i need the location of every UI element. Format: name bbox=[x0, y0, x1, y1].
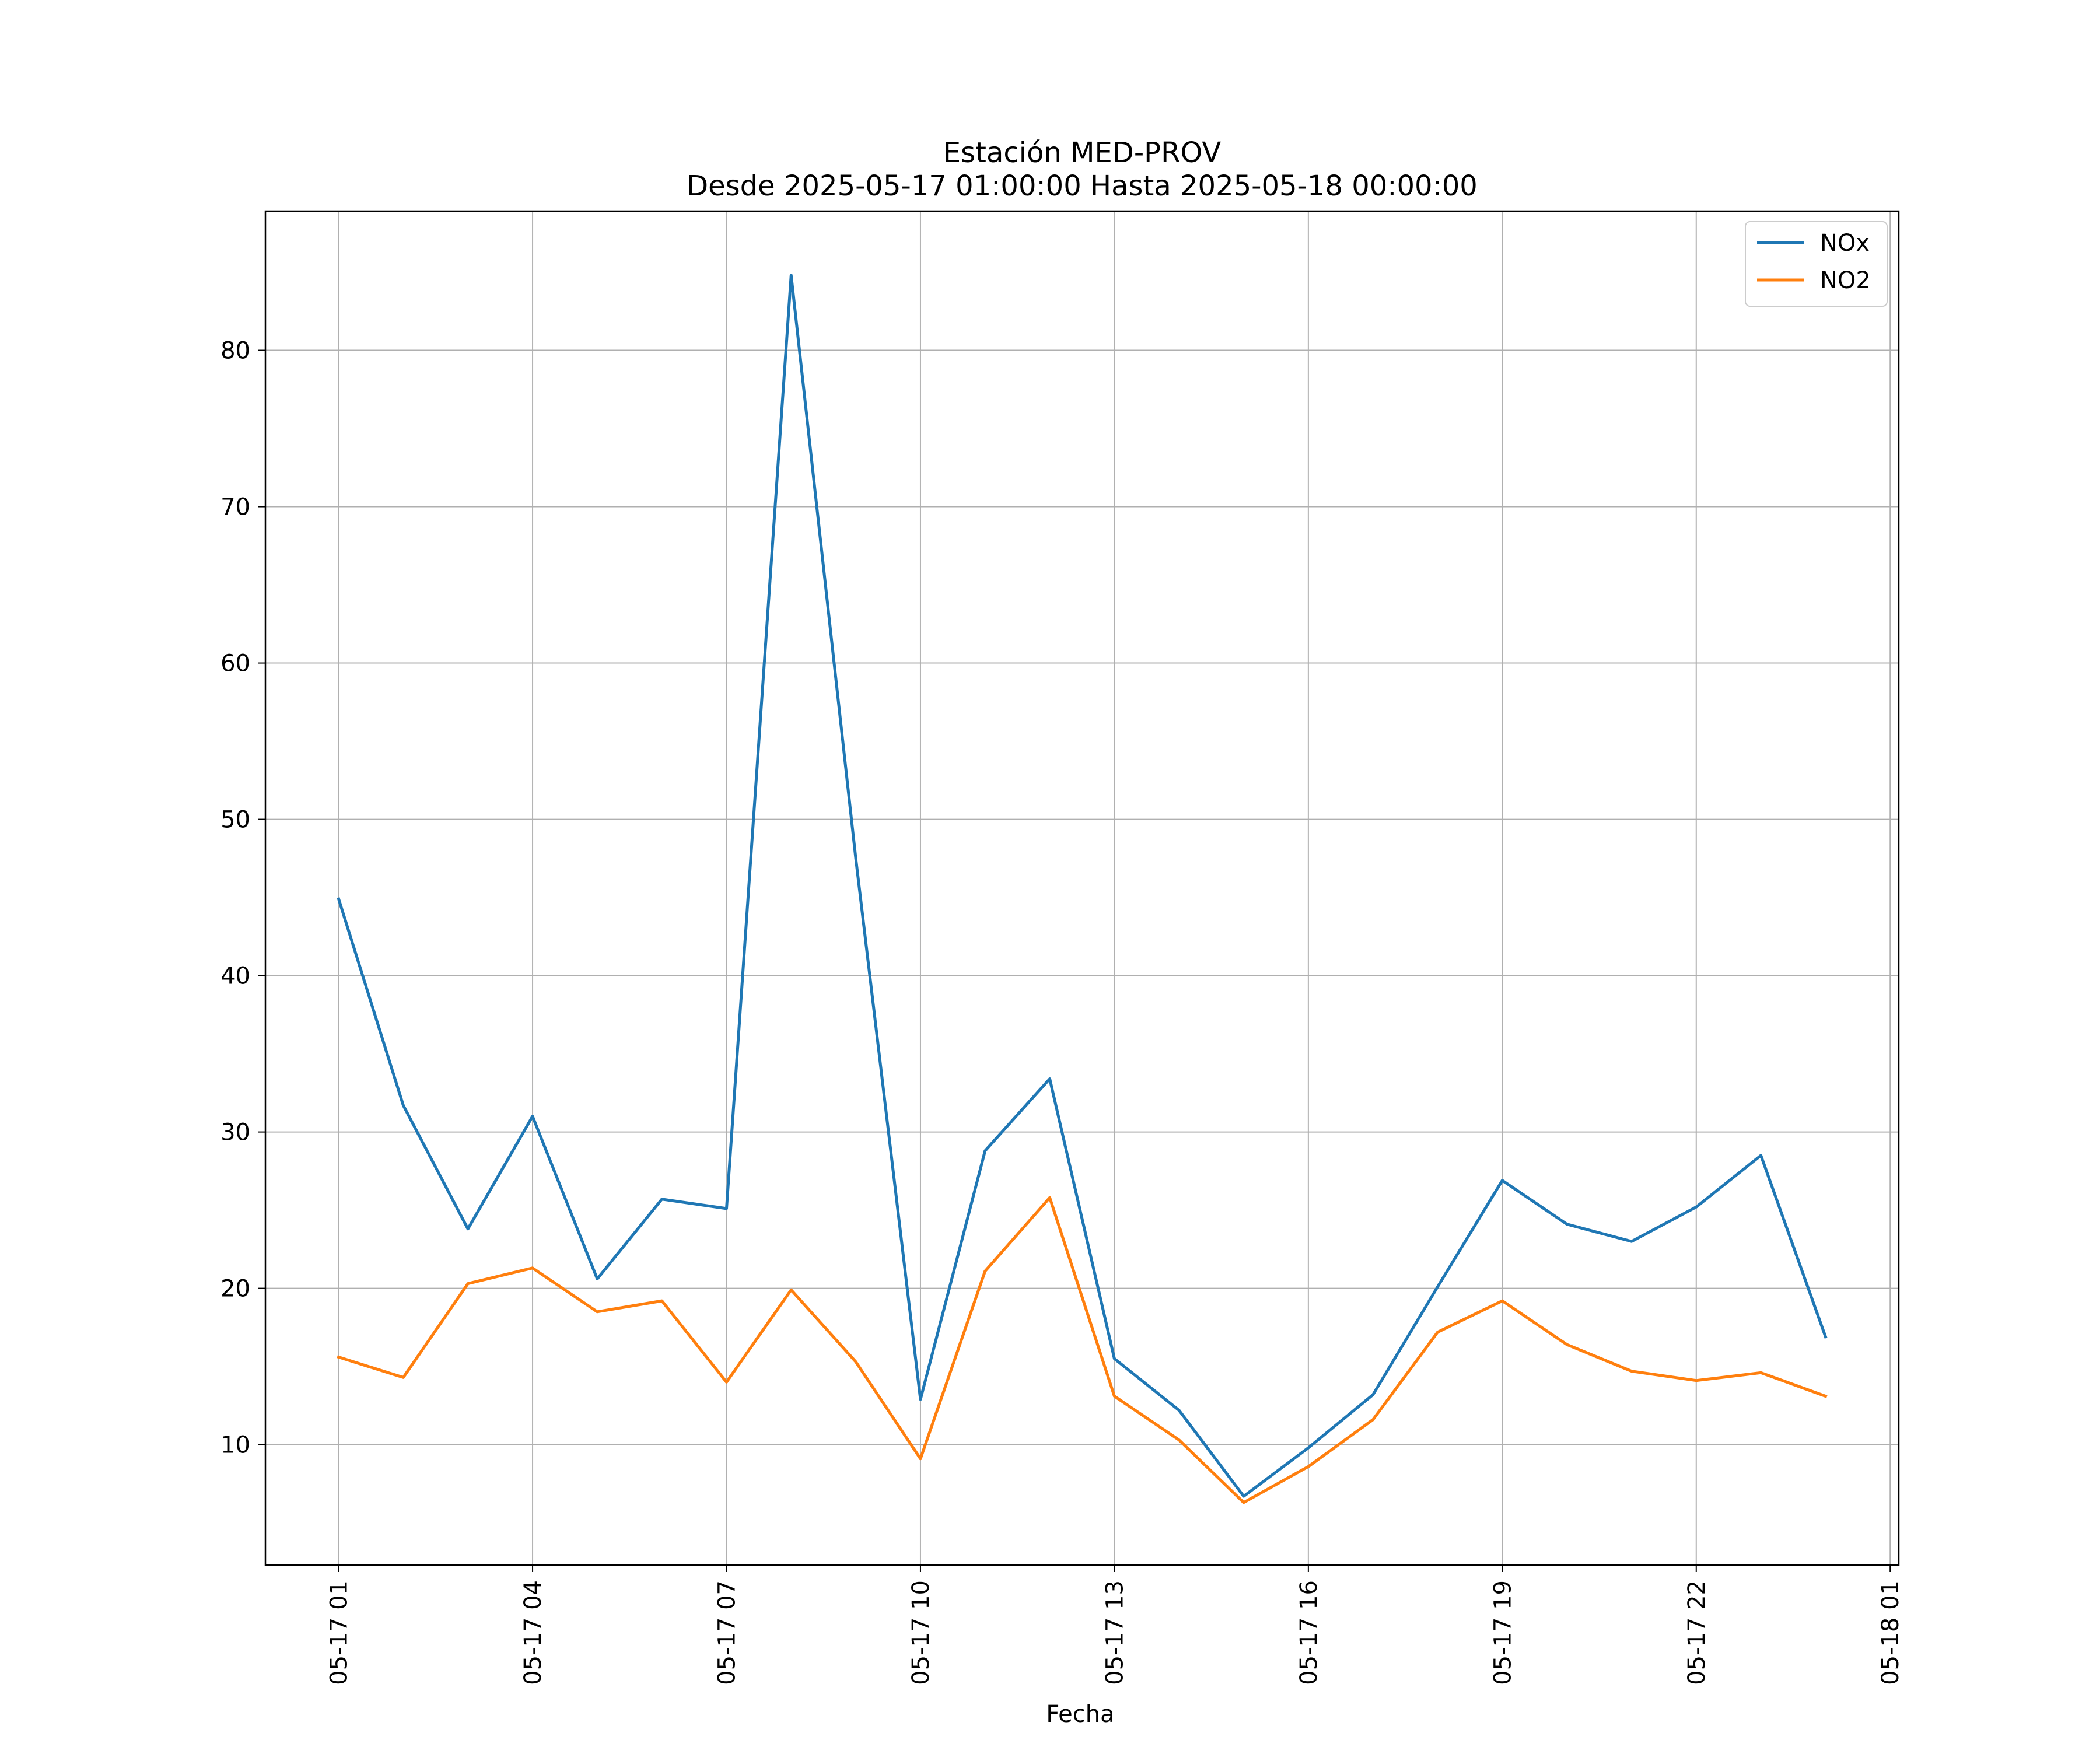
y-tick-label: 10 bbox=[220, 1432, 250, 1459]
y-axis-ticks: 10 20 30 40 50 60 70 80 bbox=[220, 338, 265, 1459]
series-lines bbox=[337, 274, 1828, 1504]
chart-title: Estación MED-PROV bbox=[943, 136, 1222, 169]
y-tick-label: 60 bbox=[220, 650, 250, 677]
y-tick-label: 70 bbox=[220, 494, 250, 521]
x-tick-label: 05-17 19 bbox=[1489, 1580, 1516, 1685]
x-tick-label: 05-17 01 bbox=[326, 1580, 353, 1685]
x-tick-label: 05-17 04 bbox=[520, 1580, 547, 1685]
y-tick-label: 30 bbox=[220, 1119, 250, 1146]
chart-subtitle: Desde 2025-05-17 01:00:00 Hasta 2025-05-… bbox=[687, 170, 1478, 202]
x-axis-ticks: 05-17 01 05-17 04 05-17 07 05-17 10 05-17 13… bbox=[326, 1565, 1904, 1685]
plot-frame bbox=[264, 210, 1900, 1566]
x-tick-label: 05-17 22 bbox=[1684, 1580, 1710, 1685]
series-line-no2 bbox=[337, 1196, 1828, 1504]
x-tick-label: 05-17 16 bbox=[1296, 1580, 1322, 1685]
legend-label-no2: NO2 bbox=[1820, 267, 1871, 294]
grid bbox=[265, 211, 1899, 1565]
x-tick-label: 05-17 07 bbox=[714, 1580, 741, 1685]
legend: NOx NO2 bbox=[1745, 221, 1888, 307]
legend-label-nox: NOx bbox=[1820, 230, 1870, 257]
x-tick-label: 05-18 01 bbox=[1877, 1580, 1904, 1685]
y-tick-label: 80 bbox=[220, 338, 250, 365]
x-tick-label: 05-17 13 bbox=[1101, 1580, 1128, 1685]
x-tick-label: 05-17 10 bbox=[908, 1580, 935, 1685]
y-tick-label: 20 bbox=[220, 1276, 250, 1303]
x-axis-label: Fecha bbox=[1046, 1701, 1114, 1728]
y-tick-label: 50 bbox=[220, 807, 250, 834]
series-line-nox bbox=[337, 274, 1828, 1498]
y-tick-label: 40 bbox=[220, 963, 250, 990]
